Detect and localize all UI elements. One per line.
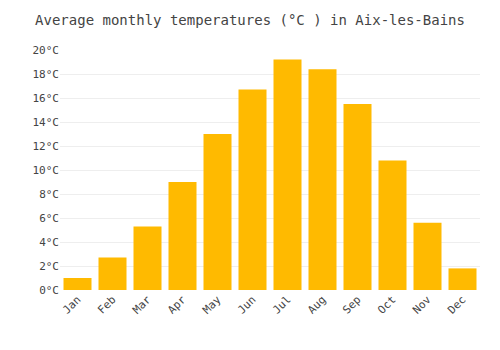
- svg-text:16°C: 16°C: [33, 92, 60, 105]
- svg-text:Average monthly temperatures (: Average monthly temperatures (°C ) in Ai…: [35, 12, 465, 28]
- svg-text:2°C: 2°C: [39, 260, 59, 273]
- svg-text:6°C: 6°C: [39, 212, 59, 225]
- svg-text:Dec: Dec: [445, 293, 468, 316]
- svg-text:14°C: 14°C: [33, 116, 60, 129]
- svg-text:Jan: Jan: [60, 293, 83, 316]
- svg-text:Oct: Oct: [375, 293, 398, 316]
- svg-text:8°C: 8°C: [39, 188, 59, 201]
- svg-text:0°C: 0°C: [39, 284, 59, 297]
- svg-text:Apr: Apr: [165, 293, 189, 317]
- svg-text:12°C: 12°C: [33, 140, 60, 153]
- svg-text:4°C: 4°C: [39, 236, 59, 249]
- svg-text:Mar: Mar: [130, 293, 154, 317]
- svg-text:May: May: [200, 293, 224, 317]
- svg-text:Aug: Aug: [305, 293, 328, 316]
- svg-text:Nov: Nov: [410, 293, 434, 317]
- svg-text:Jul: Jul: [270, 293, 293, 316]
- svg-text:20°C: 20°C: [33, 44, 60, 57]
- svg-text:10°C: 10°C: [33, 164, 60, 177]
- svg-text:Sep: Sep: [340, 293, 363, 316]
- svg-text:18°C: 18°C: [33, 68, 60, 81]
- svg-text:Feb: Feb: [95, 293, 118, 316]
- svg-text:Jun: Jun: [235, 293, 258, 316]
